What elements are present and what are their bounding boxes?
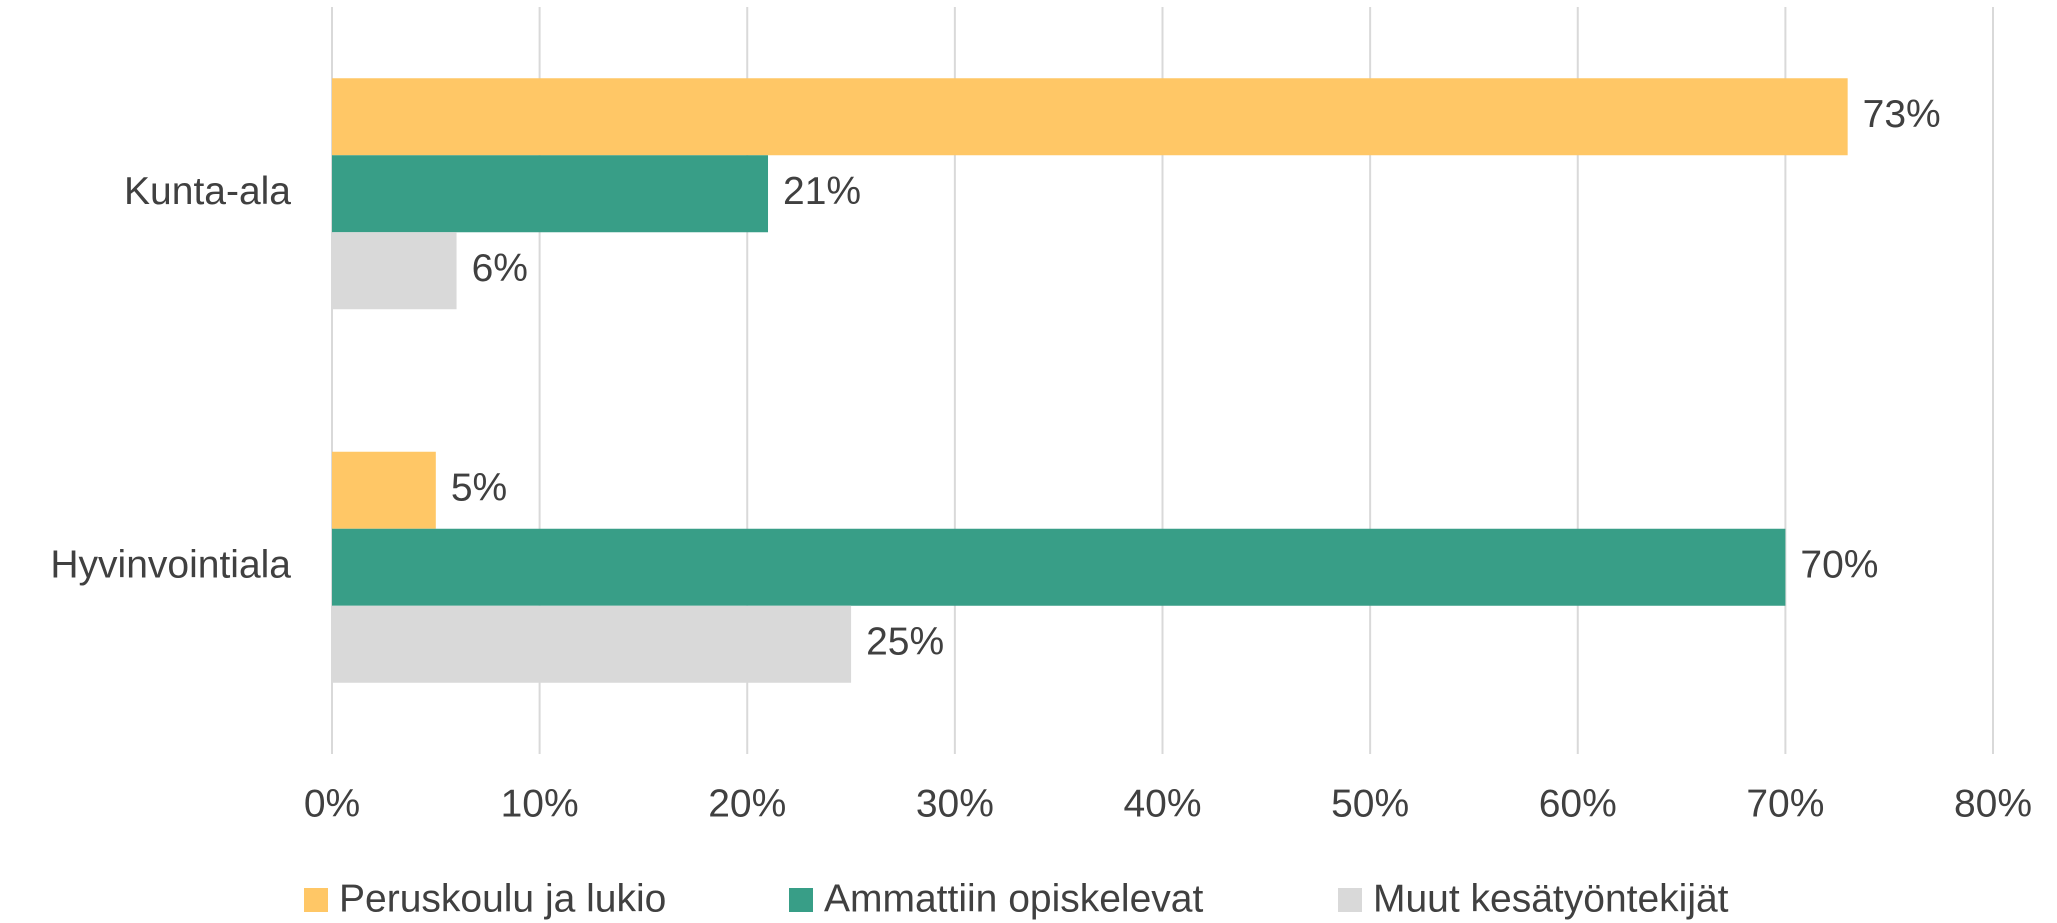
bar [332, 78, 1848, 156]
bar [332, 605, 852, 683]
legend-swatch [789, 888, 813, 912]
x-tick-label: 50% [1331, 782, 1409, 825]
legend-label: Ammattiin opiskelevat [824, 877, 1203, 920]
category-label: Hyvinvointiala [50, 544, 291, 587]
x-tick-label: 70% [1746, 782, 1824, 825]
x-tick-label: 60% [1539, 782, 1617, 825]
legend-swatch [304, 888, 328, 912]
legend-label: Peruskoulu ja lukio [339, 877, 666, 920]
x-tick-label: 0% [304, 782, 360, 825]
x-tick-label: 40% [1123, 782, 1201, 825]
bar [332, 451, 436, 529]
value-label: 70% [1800, 544, 1878, 587]
legend-label: Muut kesätyöntekijät [1373, 877, 1729, 920]
value-label: 21% [783, 170, 861, 213]
bar [332, 155, 769, 233]
x-tick-label: 10% [501, 782, 579, 825]
x-tick-label: 20% [708, 782, 786, 825]
value-label: 6% [472, 247, 528, 290]
value-label: 5% [451, 467, 507, 510]
value-label: 25% [866, 621, 944, 664]
bar [332, 232, 457, 310]
value-label: 73% [1863, 93, 1941, 136]
legend-swatch [1338, 888, 1362, 912]
bar [332, 528, 1786, 606]
x-tick-label: 80% [1954, 782, 2032, 825]
x-tick-label: 30% [916, 782, 994, 825]
category-label: Kunta-ala [124, 170, 291, 213]
